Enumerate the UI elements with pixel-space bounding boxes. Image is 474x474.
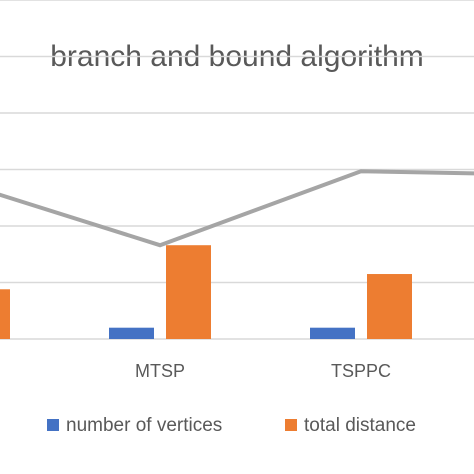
bar [109,327,154,339]
line-series [0,169,474,248]
legend-swatch [47,419,59,431]
x-tick-label: TSPPC [331,361,391,381]
bar [0,289,10,339]
bar [367,274,412,339]
x-tick-label: MTSP [135,361,185,381]
legend-swatch [285,419,297,431]
bar [310,327,355,339]
legend-label: number of vertices [66,415,222,436]
legend-label: total distance [304,415,416,436]
bar [166,245,211,339]
